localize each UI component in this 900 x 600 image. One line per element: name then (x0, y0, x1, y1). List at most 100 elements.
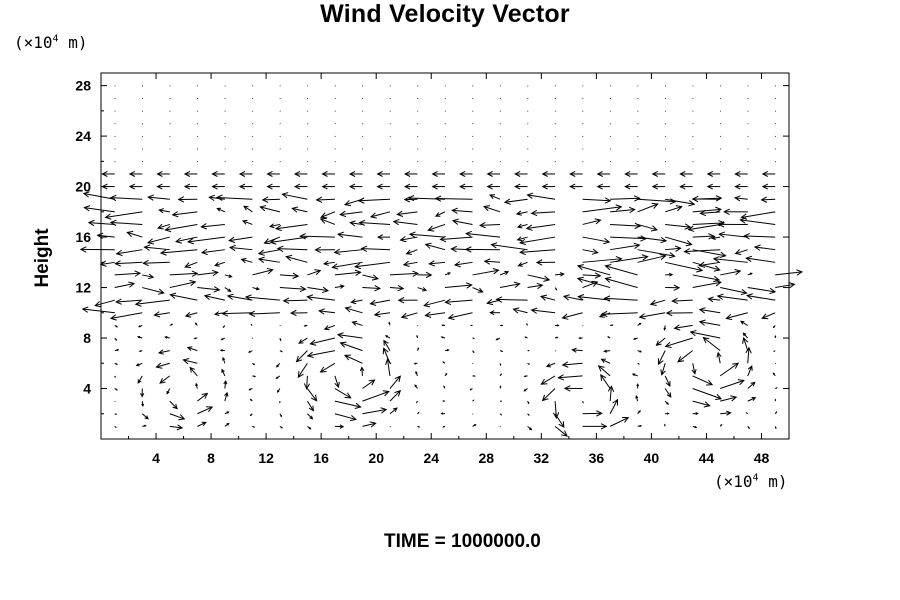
vector-dot (637, 97, 639, 100)
vector-dot (774, 135, 777, 137)
vector-arrowhead (569, 183, 576, 190)
vector-arrowhead (423, 301, 431, 308)
vector-arrowhead (774, 334, 777, 338)
vector-arrowhead (274, 224, 282, 232)
vector-arrow (609, 417, 629, 427)
vector-arrowhead (211, 170, 218, 177)
vector-dot (554, 97, 556, 100)
vector-dot (774, 110, 777, 112)
vector-arrow (582, 258, 622, 263)
vector-arrow (582, 274, 601, 277)
vector-arrowhead (694, 425, 698, 429)
vector-arrowhead (655, 340, 662, 347)
vector-arrowhead (354, 269, 362, 276)
vector-arrow (562, 362, 583, 366)
vector-arrowhead (293, 183, 301, 190)
vector-arrow (362, 408, 387, 415)
vector-arrowhead (213, 286, 221, 293)
vector-arrow (692, 375, 713, 386)
vector-arrowhead (405, 249, 412, 255)
vector-arrow (609, 386, 612, 402)
vector-arrowhead (737, 379, 745, 386)
vector-arrow (513, 308, 528, 314)
vector-arrowhead (415, 370, 418, 374)
vector-arrowhead (726, 410, 732, 416)
vector-arrow (491, 244, 528, 251)
vector-arrowhead (82, 191, 90, 198)
vector-arrow (703, 337, 721, 352)
vector-arrowhead (349, 220, 356, 227)
vector-arrowhead (712, 256, 720, 263)
vector-arrow (217, 196, 253, 200)
y-tick-label: 24 (75, 128, 91, 144)
vector-arrow (227, 295, 253, 301)
vector-dot (114, 123, 116, 125)
vector-dot (637, 110, 639, 112)
vector-arrowhead (189, 366, 195, 373)
vector-arrow (249, 312, 280, 315)
vector-arrowhead (556, 324, 560, 327)
vector-dot (389, 123, 391, 125)
vector-dot (472, 85, 474, 87)
vector-arrowhead (213, 311, 220, 317)
vector-dot (472, 110, 474, 112)
vector-arrowhead (734, 183, 741, 190)
vector-dot (252, 110, 254, 112)
vector-arrow (406, 249, 418, 255)
vector-dot (196, 110, 199, 112)
vector-arrowhead (472, 351, 475, 354)
vector-arrowhead (186, 346, 193, 352)
vector-arrowhead (383, 339, 389, 346)
vector-arrow (345, 307, 363, 314)
vector-arrowhead (674, 245, 682, 252)
vector-arrowhead (206, 406, 214, 413)
vector-arrowhead (666, 402, 669, 405)
vector-arrowhead (665, 309, 673, 317)
vector-arrowhead (115, 413, 118, 415)
vector-arrowhead (489, 194, 495, 200)
vector-arrowhead (660, 369, 666, 376)
vector-arrowhead (322, 260, 329, 266)
vector-arrow (362, 287, 380, 289)
vector-dot (664, 123, 667, 125)
vector-arrowhead (516, 236, 523, 242)
vector-arrowhead (201, 392, 209, 399)
vector-arrowhead (392, 407, 398, 412)
x-tick-label: 48 (754, 450, 770, 466)
vector-arrow (692, 281, 721, 289)
vector-arrowhead (137, 335, 141, 339)
vector-arrowhead (761, 313, 769, 320)
vector-dot (307, 97, 309, 100)
vector-arrowhead (171, 211, 179, 218)
vector-arrowhead (177, 196, 185, 203)
vector-arrow (157, 223, 170, 229)
vector-arrowhead (486, 299, 494, 306)
vector-arrowhead (740, 288, 748, 296)
vector-arrow (307, 413, 313, 420)
vector-arrowhead (725, 314, 733, 321)
vector-arrow (563, 295, 583, 301)
vector-dot (114, 135, 116, 137)
vector-arrow (110, 312, 143, 319)
vector-arrowhead (775, 387, 778, 389)
vector-arrowhead (336, 332, 344, 339)
vector-arrow (397, 211, 418, 215)
vector-arrow (747, 347, 750, 364)
vector-arrow (448, 312, 473, 319)
vector-dot (719, 148, 722, 150)
vector-arrowhead (200, 223, 208, 230)
vector-arrow (320, 211, 336, 218)
vector-arrowhead (142, 259, 149, 267)
vector-arrowhead (425, 271, 433, 279)
vector-arrowhead (524, 336, 527, 339)
vector-arrow (224, 274, 232, 278)
vector-arrowhead (558, 421, 565, 429)
vector-arrowhead (134, 300, 142, 307)
vector-arrowhead (516, 223, 523, 229)
vector-arrowhead (473, 337, 475, 340)
vector-arrow (562, 312, 583, 319)
vector-arrowhead (79, 246, 87, 253)
vector-arrow (720, 379, 745, 389)
vector-dot (279, 123, 281, 125)
